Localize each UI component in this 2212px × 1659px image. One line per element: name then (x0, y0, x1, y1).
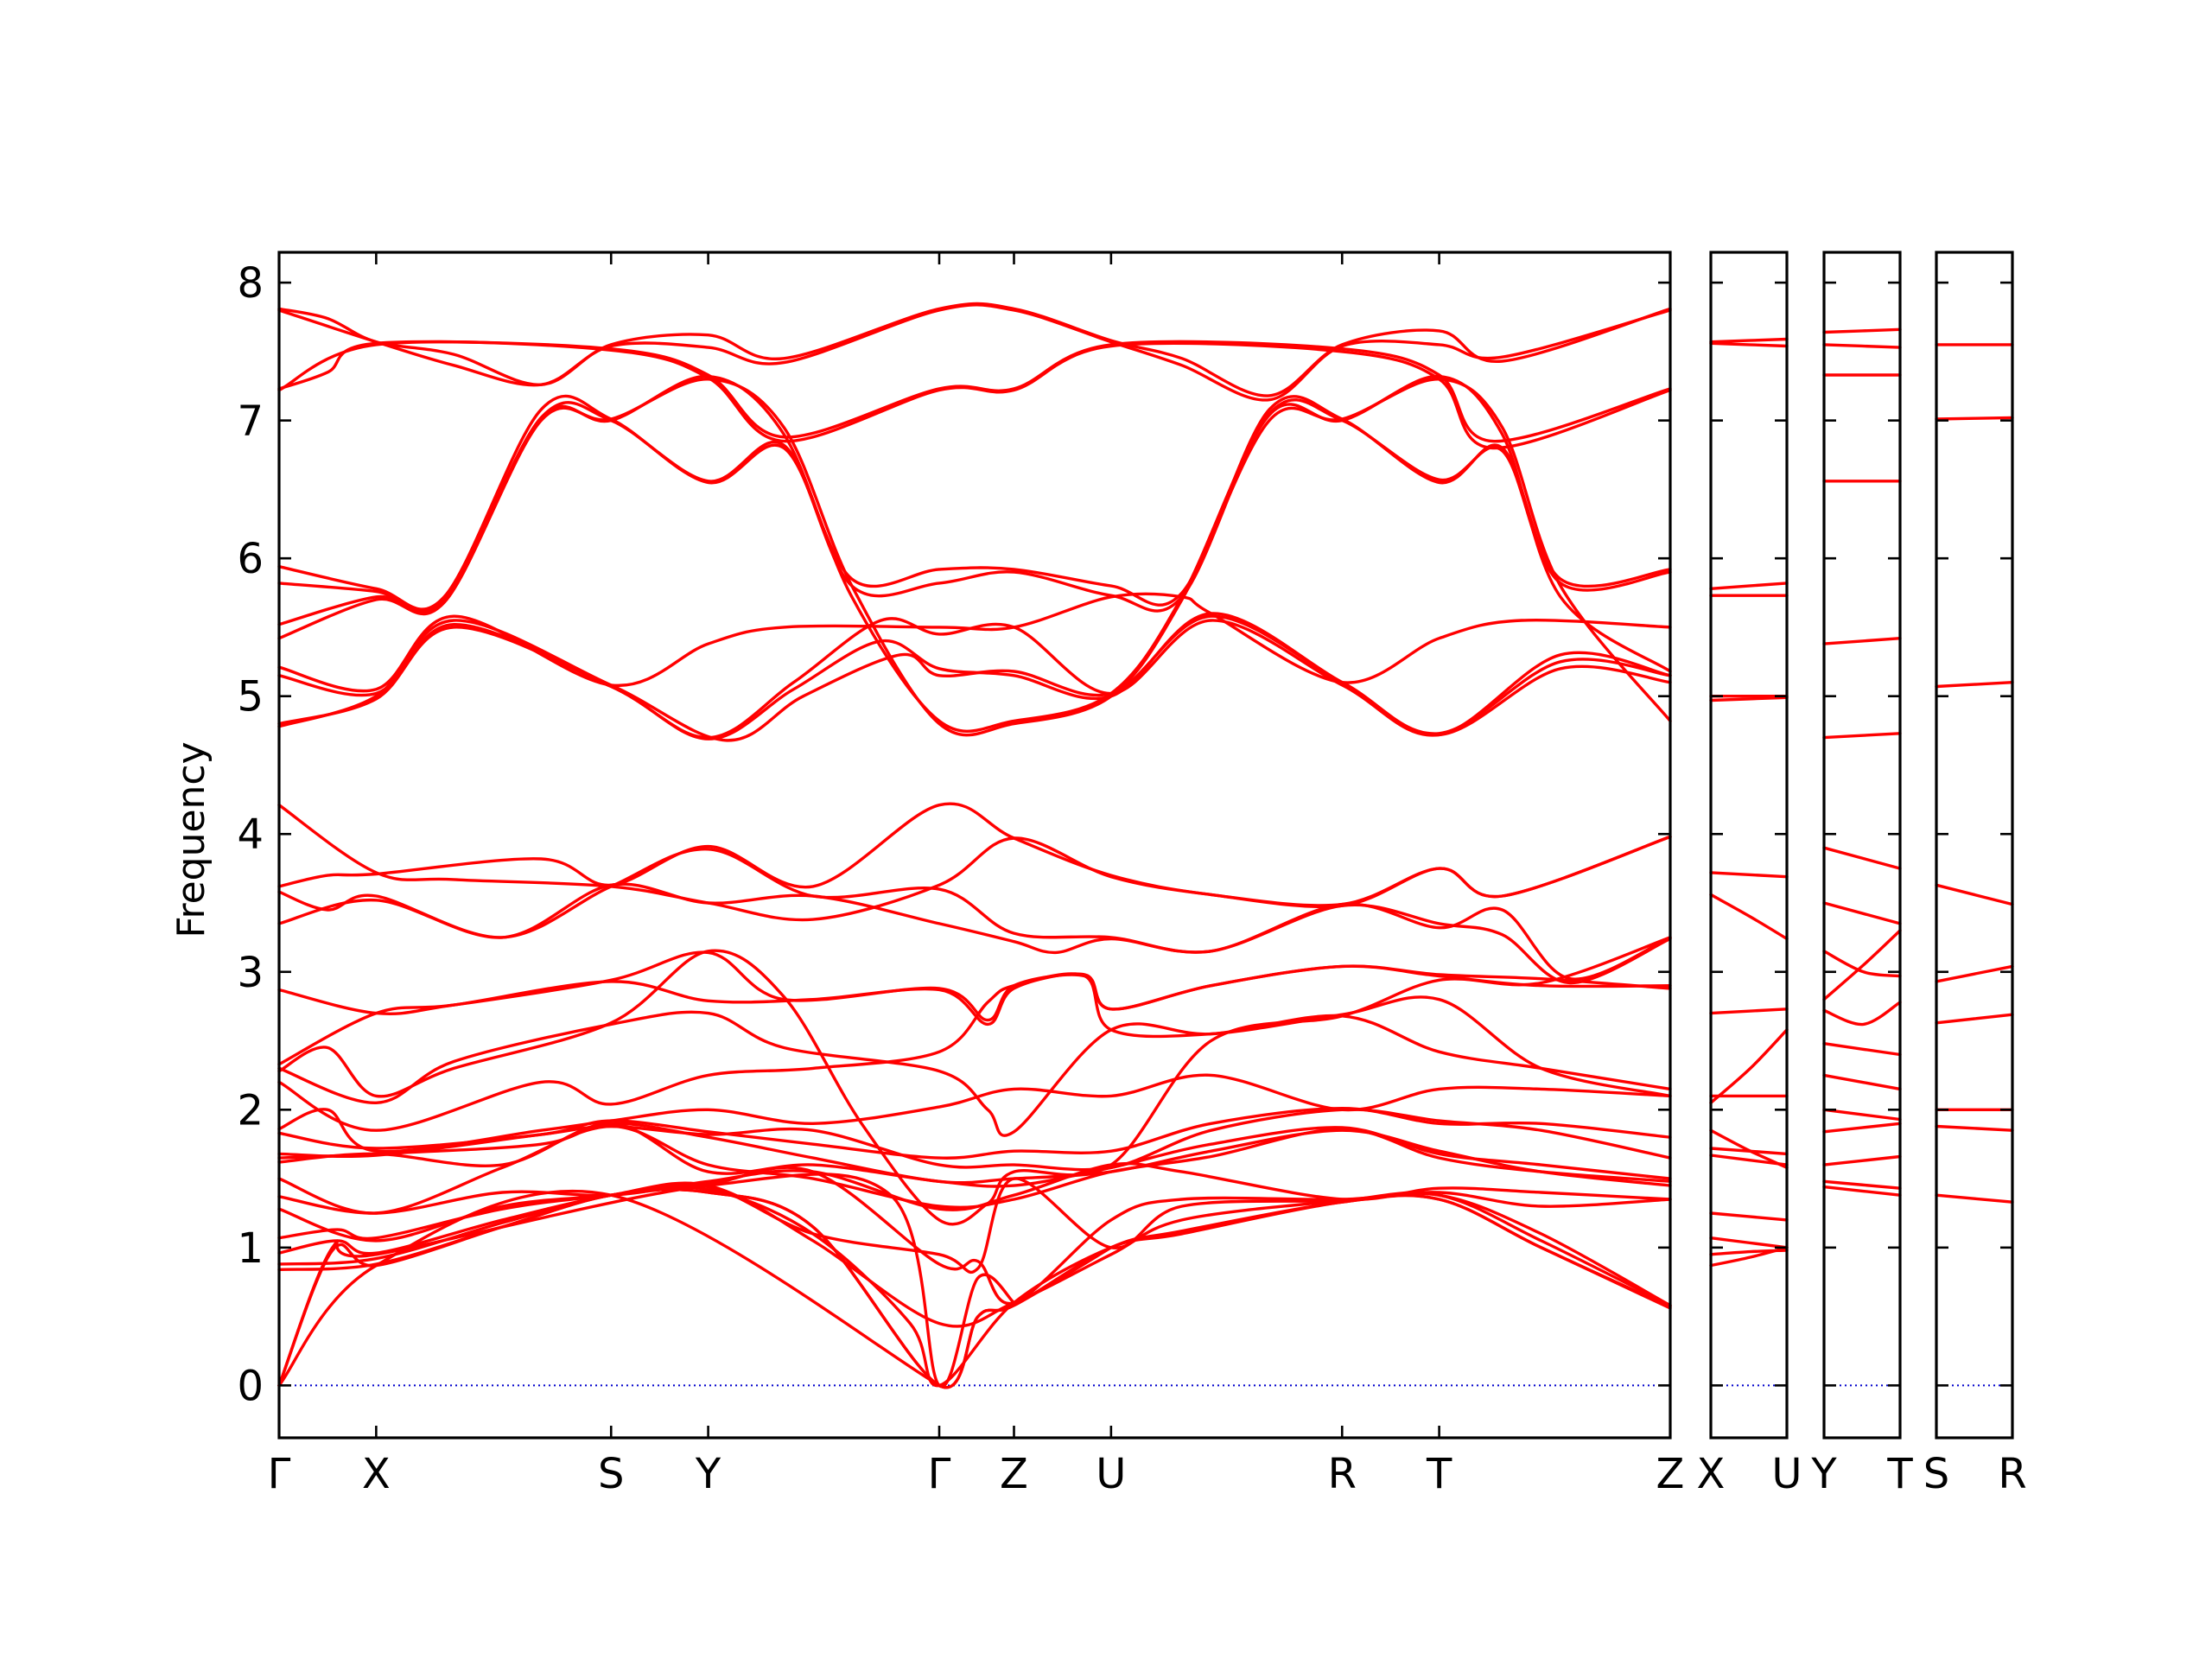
y-tick-label: 6 (237, 535, 264, 583)
band-line-x-u-12 (1709, 1147, 1789, 1156)
y-tick-label: 7 (237, 397, 264, 446)
band-line-y-t-11 (1822, 1042, 1902, 1057)
band-line-y-t-9 (1822, 929, 1902, 1001)
band-line-main-17 (277, 950, 1672, 1066)
y-tick-label: 8 (237, 259, 264, 308)
band-line-main-7 (277, 378, 1672, 737)
band-line-main-3 (277, 340, 1672, 450)
band-line-y-t-12 (1822, 1073, 1902, 1091)
band-line-main-32 (277, 1187, 1672, 1389)
band-line-y-t-4 (1822, 637, 1902, 645)
x-tick-label: U (1096, 1450, 1126, 1498)
band-line-y-t-15 (1822, 1154, 1902, 1166)
band-line-s-r-4 (1935, 964, 2014, 983)
x-tick-label: X (1697, 1450, 1726, 1498)
band-line-main-14 (277, 848, 1672, 981)
y-tick-label: 2 (237, 1086, 264, 1135)
band-line-x-u-15 (1709, 1236, 1789, 1249)
y-tick-label: 1 (237, 1224, 264, 1273)
band-line-main-18 (277, 936, 1672, 1226)
band-line-x-u-9 (1709, 1028, 1789, 1104)
band-line-y-t-6 (1822, 846, 1902, 870)
x-tick-label: Γ (268, 1450, 291, 1498)
band-line-y-t-13 (1822, 1108, 1902, 1122)
band-line-y-t-1 (1822, 343, 1902, 349)
band-line-y-t-5 (1822, 732, 1902, 740)
band-line-main-5 (277, 398, 1672, 615)
band-line-x-u-2 (1709, 582, 1789, 590)
band-line-main-16 (277, 964, 1672, 1027)
band-line-main-2 (277, 340, 1672, 443)
band-line-main-33 (277, 1187, 1113, 1389)
y-tick-label: 0 (237, 1362, 264, 1410)
panel-main: Γ X S Y Γ Z U R T Z 0 1 2 3 4 5 6 7 8 (237, 251, 1685, 1498)
x-tick-label: Γ (928, 1450, 951, 1498)
axes-frame-x-u (1709, 251, 1789, 1440)
y-axis-label: Frequency (169, 741, 213, 938)
x-tick-label: S (1923, 1450, 1949, 1498)
x-tick-label: X (362, 1450, 391, 1498)
x-tick-label: T (1426, 1450, 1452, 1498)
band-line-x-u-6 (1709, 871, 1789, 879)
y-tick-label: 4 (237, 810, 264, 859)
x-tick-label: Y (695, 1450, 721, 1498)
band-line-main-9 (277, 617, 1672, 740)
band-line-s-r-1 (1935, 416, 2014, 421)
x-tick-label: Y (1810, 1450, 1837, 1498)
band-line-main-15 (277, 882, 1672, 985)
band-line-y-t-7 (1822, 901, 1902, 925)
band-line-main-35 (277, 1189, 941, 1388)
band-line-main-11 (277, 614, 1672, 742)
band-line-x-u-13 (1709, 1154, 1789, 1166)
band-line-x-u-5 (1709, 696, 1789, 702)
band-line-main-22 (277, 1107, 1672, 1160)
x-tick-label: R (1328, 1450, 1357, 1498)
band-line-x-u-0 (1709, 337, 1789, 344)
band-line-y-t-8 (1822, 950, 1902, 978)
x-tick-label: Z (1656, 1450, 1685, 1498)
x-tick-label: T (1886, 1450, 1913, 1498)
band-line-main-23 (277, 1108, 1672, 1172)
band-line-main-6 (277, 374, 1672, 733)
band-line-main-4 (277, 394, 1672, 611)
band-line-y-t-0 (1822, 327, 1902, 334)
band-line-main-13 (277, 802, 1672, 907)
x-tick-label: R (1998, 1450, 2026, 1498)
y-tick-label: 5 (237, 673, 264, 721)
band-line-x-u-1 (1709, 341, 1789, 348)
band-line-x-u-17 (1709, 1246, 1789, 1268)
x-tick-label: U (1771, 1450, 1802, 1498)
band-line-main-24 (277, 1122, 1672, 1187)
band-line-main-27 (277, 1161, 1672, 1215)
band-line-y-t-17 (1822, 1185, 1902, 1197)
band-line-s-r-7 (1935, 1124, 2014, 1132)
axes-frame-s-r (1935, 251, 2014, 1440)
band-line-y-t-14 (1822, 1122, 1902, 1134)
band-line-main-19 (277, 1010, 1672, 1137)
band-line-main-30 (277, 1181, 1672, 1328)
band-line-main-8 (277, 592, 1672, 693)
band-line-y-t-10 (1822, 1001, 1902, 1027)
band-line-main-1 (277, 303, 1672, 402)
band-line-s-r-8 (1935, 1193, 2014, 1204)
axes-frame-main (277, 251, 1672, 1440)
band-line-x-u-14 (1709, 1211, 1789, 1222)
band-line-y-t-16 (1822, 1179, 1902, 1190)
band-line-main-20 (277, 972, 1672, 1132)
band-line-s-r-5 (1935, 1013, 2014, 1025)
band-line-s-r-3 (1935, 883, 2014, 906)
y-tick-label: 3 (237, 949, 264, 997)
band-line-x-u-8 (1709, 1007, 1789, 1015)
band-line-s-r-2 (1935, 681, 2014, 689)
band-line-main-34 (277, 1173, 1016, 1389)
band-line-x-u-7 (1709, 893, 1789, 941)
axes-frame-y-t (1822, 251, 1902, 1440)
x-tick-label: Z (1000, 1450, 1028, 1498)
x-tick-label: S (598, 1450, 624, 1498)
